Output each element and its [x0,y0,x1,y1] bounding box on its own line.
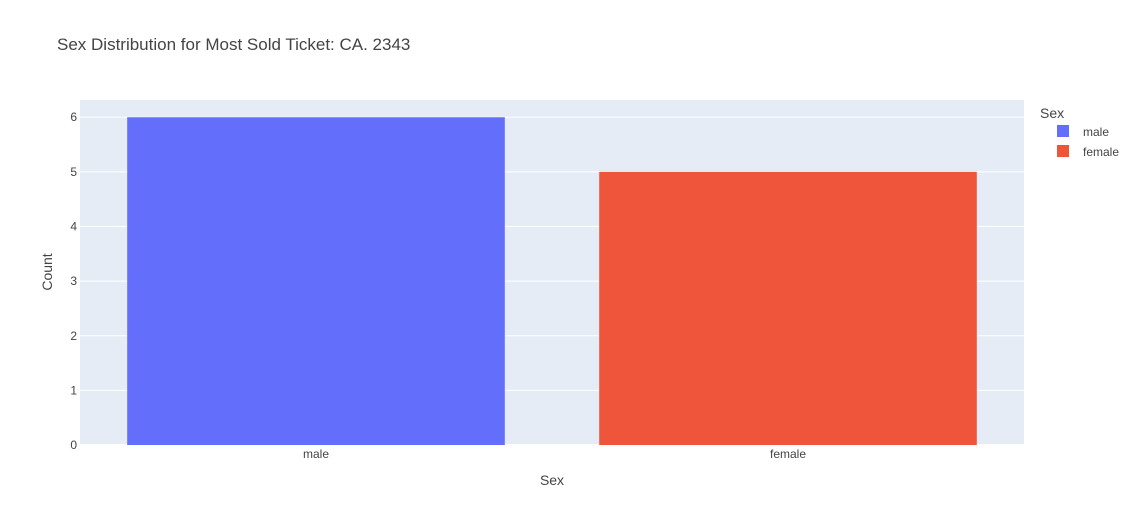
x-tick-label-female: female [770,447,806,461]
y-axis-title: Count [39,253,55,290]
legend: Sex male female [1040,105,1119,159]
y-axis-ticks: 0 1 2 3 4 5 6 [70,110,77,452]
y-tick-label: 6 [70,110,77,124]
x-axis-ticks: male female [303,447,806,461]
legend-label-male: male [1083,125,1109,139]
chart-title: Sex Distribution for Most Sold Ticket: C… [57,35,410,54]
y-tick-label: 2 [70,329,77,343]
bar-male[interactable] [127,117,505,446]
x-tick-label-male: male [303,447,329,461]
y-tick-label: 3 [70,274,77,288]
bar-female[interactable] [599,171,977,445]
legend-item-female[interactable]: female [1057,145,1119,159]
y-tick-label: 5 [70,165,77,179]
legend-swatch-female [1057,145,1069,157]
y-tick-label: 4 [70,219,77,233]
legend-label-female: female [1083,145,1119,159]
legend-swatch-male [1057,125,1069,137]
bars [127,117,977,446]
legend-title: Sex [1040,105,1064,121]
y-tick-label: 0 [70,438,77,452]
legend-item-male[interactable]: male [1057,125,1109,139]
y-tick-label: 1 [70,383,77,397]
x-axis-title: Sex [540,472,564,488]
